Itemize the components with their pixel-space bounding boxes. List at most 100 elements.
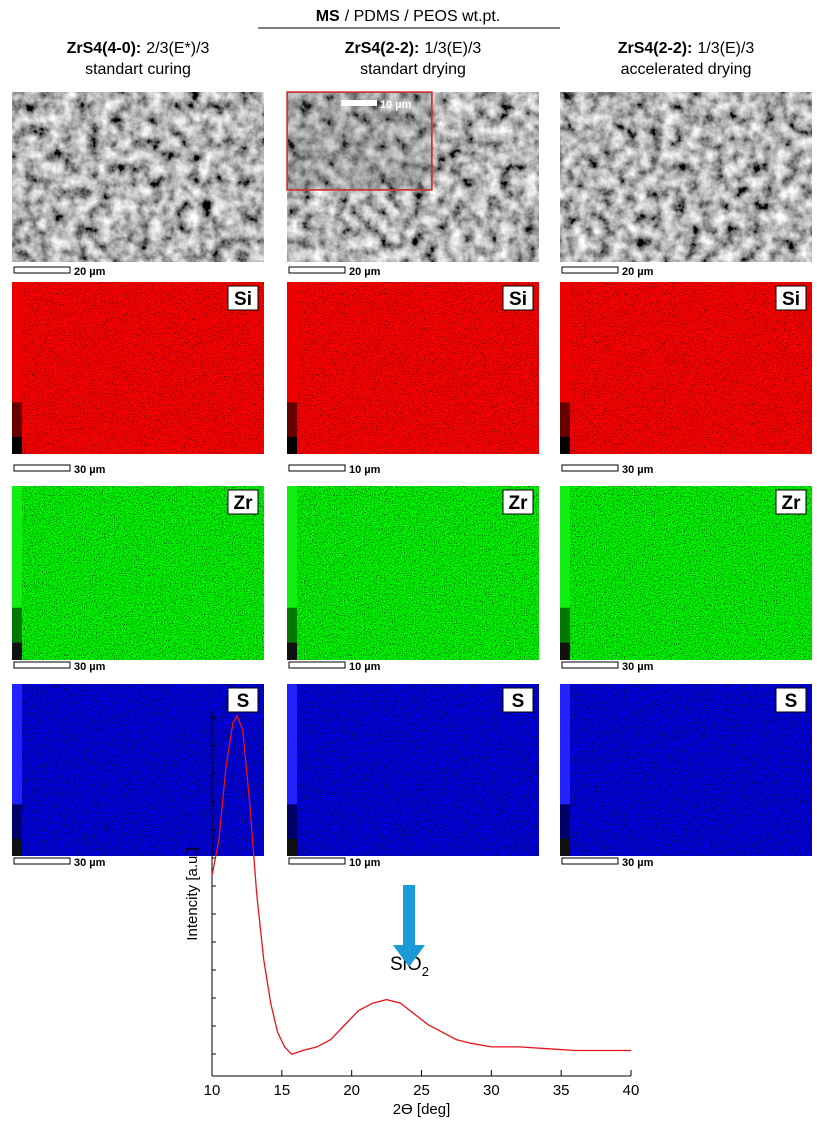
scale-bar	[561, 661, 619, 669]
map-colorbar	[287, 486, 297, 608]
sample-name: ZrS4(4-0):	[67, 40, 142, 57]
scale-label: 20 µm	[622, 266, 654, 278]
x-tick-label: 30	[483, 1082, 500, 1099]
scale-bar	[13, 464, 71, 472]
arrow	[393, 885, 425, 967]
header-rest: / PDMS / PEOS wt.pt.	[345, 8, 501, 25]
map-colorbar	[560, 607, 570, 643]
map-colorbar	[12, 402, 22, 437]
map-colorbar	[287, 684, 297, 805]
panels: ZrS4(4-0): 2/3(E*)/3 standart curing 20 µm S…	[12, 40, 812, 869]
element-label: Si	[234, 289, 252, 310]
scale-bar	[561, 266, 619, 274]
y-axis-label: Intencity [a.u.]	[184, 847, 201, 940]
header-bold: MS	[316, 8, 340, 25]
scale-label: 30 µm	[74, 661, 106, 673]
map-colorbar	[12, 684, 22, 805]
column-mode: standart curing	[85, 61, 191, 78]
element-label-box	[775, 489, 807, 515]
sem-texture	[12, 92, 264, 262]
element-label: Si	[782, 289, 800, 310]
element-label-box	[775, 285, 807, 311]
element-label: Zr	[509, 493, 529, 514]
composition: 1/3(E)/3	[424, 40, 481, 57]
element-map	[560, 486, 812, 660]
scale-label: 20 µm	[74, 266, 106, 278]
map-colorbar	[287, 282, 297, 403]
element-map	[287, 282, 539, 454]
x-axis-label: 2ϴ [deg]	[393, 1101, 451, 1118]
map-colorbar	[560, 804, 570, 839]
scale-bar	[288, 266, 346, 274]
element-label: Zr	[782, 493, 802, 514]
map-colorbar	[12, 282, 22, 403]
inset-texture	[288, 93, 431, 189]
map-colorbar	[287, 402, 297, 437]
x-tick-label: 40	[623, 1082, 640, 1099]
map-colorbar	[12, 838, 22, 856]
element-label-box	[502, 285, 534, 311]
element-label-box	[775, 687, 807, 713]
scale-bar	[288, 857, 346, 865]
sample-name: ZrS4(2-2):	[618, 40, 693, 57]
inset-scale-label: 10 µm	[380, 99, 412, 111]
column-title: ZrS4(4-0): 2/3(E*)/3	[67, 40, 210, 57]
element-label-box	[227, 489, 259, 515]
element-map	[12, 684, 264, 856]
column-title: ZrS4(2-2): 1/3(E)/3	[345, 40, 482, 57]
map-colorbar	[287, 838, 297, 856]
map-colorbar	[12, 486, 22, 608]
scale-bar	[288, 464, 346, 472]
map-colorbar	[560, 642, 570, 660]
map-colorbar	[560, 436, 570, 454]
map-colorbar	[287, 804, 297, 839]
element-map	[560, 282, 812, 454]
element-label-box	[227, 285, 259, 311]
map-colorbar	[560, 838, 570, 856]
map-colorbar	[287, 642, 297, 660]
column-mode: standart drying	[360, 61, 466, 78]
scale-label: 30 µm	[74, 857, 106, 869]
element-label-box	[502, 687, 534, 713]
composition: 2/3(E*)/3	[146, 40, 209, 57]
element-label: S	[237, 691, 250, 712]
scale-bar	[13, 266, 71, 274]
scale-label: 30 µm	[622, 464, 654, 476]
element-label: Zr	[234, 493, 254, 514]
scale-label: 10 µm	[349, 857, 381, 869]
x-tick-label: 20	[343, 1082, 360, 1099]
composition: 1/3(E)/3	[697, 40, 754, 57]
scale-bar	[561, 857, 619, 865]
element-label-box	[502, 489, 534, 515]
map-colorbar	[287, 436, 297, 454]
map-colorbar	[287, 607, 297, 643]
annotation-subscript: 2	[422, 964, 429, 979]
sample-name: ZrS4(2-2):	[345, 40, 420, 57]
map-colorbar	[12, 607, 22, 643]
inset-scale-bar	[341, 100, 377, 106]
element-label-box	[227, 687, 259, 713]
scale-label: 20 µm	[349, 266, 381, 278]
xrd-curve	[211, 714, 631, 1055]
scale-bar	[288, 661, 346, 669]
map-colorbar	[560, 282, 570, 403]
element-map	[12, 282, 264, 454]
element-label: S	[512, 691, 525, 712]
element-label: S	[785, 691, 798, 712]
x-tick-label: 10	[204, 1082, 221, 1099]
map-colorbar	[12, 804, 22, 839]
map-colorbar	[560, 402, 570, 437]
scale-bar	[13, 661, 71, 669]
sem-texture	[560, 92, 812, 262]
scale-label: 10 µm	[349, 464, 381, 476]
scale-label: 30 µm	[622, 661, 654, 673]
element-map	[287, 684, 539, 856]
x-tick-label: 15	[273, 1082, 290, 1099]
scale-label: 30 µm	[622, 857, 654, 869]
scale-label: 10 µm	[349, 661, 381, 673]
scale-bar	[561, 464, 619, 472]
map-colorbar	[12, 642, 22, 660]
header: MS / PDMS / PEOS wt.pt.	[316, 8, 501, 25]
